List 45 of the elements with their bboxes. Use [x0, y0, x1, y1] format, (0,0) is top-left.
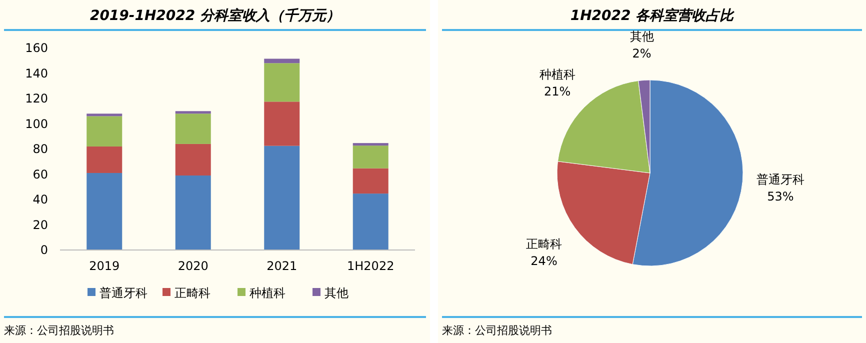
- bar: [175, 111, 211, 114]
- bar: [175, 176, 211, 250]
- bar: [352, 194, 388, 250]
- source-note: 来源：公司招股说明书: [442, 324, 552, 337]
- y-tick-label: 120: [25, 92, 48, 106]
- chart-title: 1H2022 各科室营收占比: [570, 7, 736, 24]
- bar: [264, 102, 300, 146]
- data-label: 21%: [544, 84, 571, 98]
- legend-label: 普通牙科: [100, 286, 148, 300]
- y-tick-label: 60: [32, 167, 48, 182]
- chart-title: 2019-1H2022 分科室收入（千万元）: [90, 7, 340, 24]
- legend-label: 种植科: [250, 286, 286, 300]
- slice-label: 普通牙科: [756, 172, 804, 186]
- y-tick-label: 160: [25, 41, 48, 55]
- y-tick-label: 40: [32, 192, 48, 206]
- bar: [352, 168, 388, 194]
- bar: [264, 58, 300, 64]
- source-note: 来源：公司招股说明书: [4, 324, 114, 337]
- y-tick-label: 20: [32, 218, 48, 232]
- bar: [175, 144, 211, 176]
- bar: [352, 143, 388, 146]
- bar: [86, 114, 122, 116]
- slice-label: 正畸科: [526, 237, 562, 251]
- bar: [86, 172, 122, 250]
- y-tick-label: 140: [25, 66, 48, 80]
- y-tick-label: 100: [25, 116, 48, 131]
- data-label: 24%: [530, 254, 558, 268]
- y-tick-label: 80: [32, 142, 48, 156]
- legend-label: 其他: [324, 286, 348, 300]
- bar: [175, 114, 211, 144]
- x-tick-label: 2019: [89, 259, 120, 273]
- x-tick-label: 2020: [178, 259, 208, 273]
- bar: [352, 146, 388, 168]
- y-tick-label: 0: [40, 243, 48, 257]
- bar: [86, 146, 122, 173]
- data-label: 2%: [632, 46, 652, 60]
- bar: [264, 146, 300, 250]
- bar: [264, 63, 300, 102]
- data-label: 53%: [767, 189, 794, 204]
- bar: [86, 116, 122, 146]
- legend-label: 正畸科: [174, 286, 210, 300]
- x-tick-label: 1H2022: [347, 259, 394, 273]
- x-tick-label: 2021: [266, 259, 298, 273]
- slice-label: 种植科: [539, 67, 576, 82]
- slice-label: 其他: [630, 29, 654, 44]
